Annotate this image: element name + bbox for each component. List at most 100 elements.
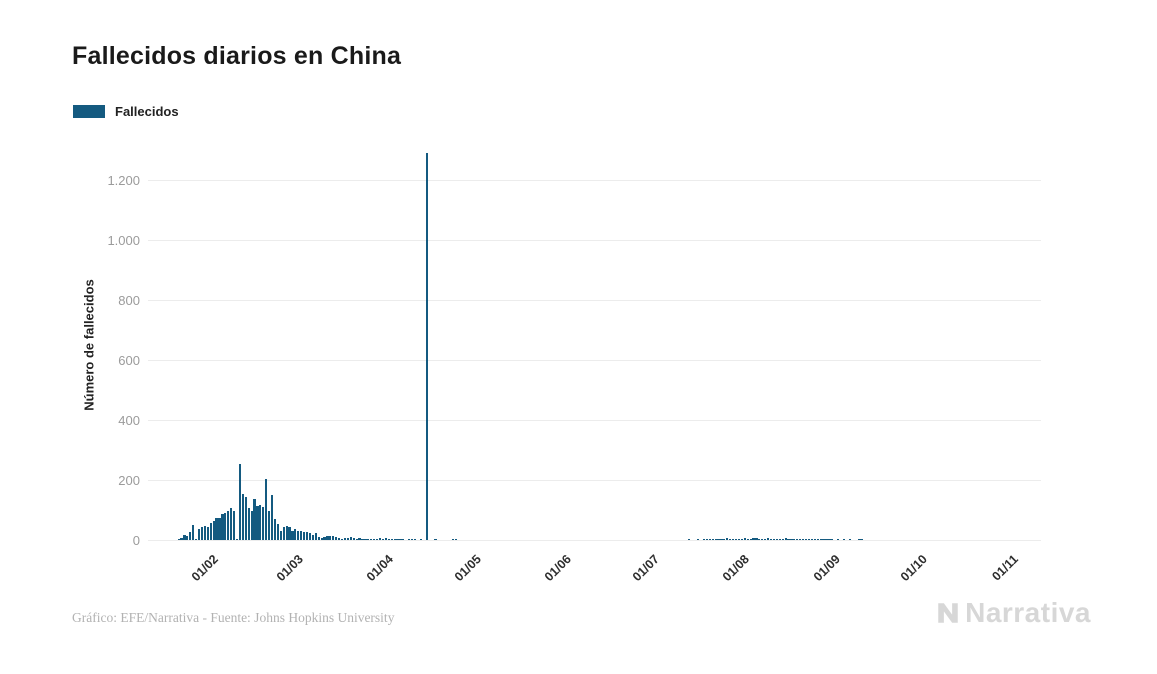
bar[interactable] — [717, 538, 720, 540]
bar[interactable] — [224, 513, 227, 540]
bar[interactable] — [734, 538, 738, 540]
bar[interactable] — [358, 538, 361, 540]
bar[interactable] — [323, 536, 326, 540]
bar[interactable] — [335, 536, 338, 540]
bar[interactable] — [402, 539, 405, 540]
bar[interactable] — [317, 536, 320, 540]
bar[interactable] — [408, 539, 411, 540]
bar[interactable] — [804, 539, 808, 540]
bar[interactable] — [393, 539, 396, 540]
bar[interactable] — [314, 533, 317, 540]
bar[interactable] — [825, 539, 828, 540]
bar[interactable] — [326, 536, 329, 540]
bar[interactable] — [218, 518, 221, 540]
bar[interactable] — [291, 530, 294, 540]
bar[interactable] — [262, 507, 265, 540]
bar[interactable] — [772, 538, 776, 540]
bar[interactable] — [842, 539, 846, 540]
bar[interactable] — [767, 538, 770, 540]
bar[interactable] — [373, 539, 376, 540]
bar[interactable] — [253, 499, 256, 540]
bar[interactable] — [285, 525, 288, 540]
bar[interactable] — [387, 539, 390, 540]
bar[interactable] — [726, 538, 729, 540]
bar[interactable] — [221, 514, 224, 540]
bar[interactable] — [352, 537, 355, 540]
bar[interactable] — [244, 497, 247, 540]
bar[interactable] — [232, 510, 236, 540]
bar[interactable] — [195, 539, 198, 540]
bar[interactable] — [711, 539, 714, 540]
bar[interactable] — [346, 538, 349, 540]
bar[interactable] — [831, 539, 834, 540]
bar[interactable] — [857, 539, 860, 540]
bar[interactable] — [787, 538, 790, 540]
bar[interactable] — [177, 539, 180, 540]
bar[interactable] — [186, 535, 189, 540]
bar[interactable] — [367, 538, 370, 540]
bar[interactable] — [688, 539, 691, 540]
bar[interactable] — [758, 538, 761, 540]
bar[interactable] — [775, 539, 778, 540]
bar[interactable] — [265, 478, 268, 540]
bar[interactable] — [740, 538, 743, 540]
bar[interactable] — [860, 539, 863, 540]
bar[interactable] — [268, 510, 271, 540]
bar[interactable] — [303, 531, 306, 540]
bar[interactable] — [300, 531, 303, 540]
bar[interactable] — [370, 539, 373, 540]
bar[interactable] — [419, 539, 422, 540]
bar[interactable] — [723, 538, 726, 540]
bar[interactable] — [355, 538, 358, 540]
bar[interactable] — [270, 495, 274, 540]
bar[interactable] — [276, 524, 279, 540]
bar[interactable] — [705, 539, 708, 540]
bar[interactable] — [396, 539, 399, 540]
bar[interactable] — [180, 537, 183, 540]
bar[interactable] — [413, 539, 417, 540]
bar[interactable] — [802, 539, 805, 540]
bar[interactable] — [769, 538, 773, 540]
bar[interactable] — [238, 463, 242, 540]
bar[interactable] — [227, 510, 230, 540]
bar[interactable] — [332, 536, 335, 540]
bar[interactable] — [697, 539, 700, 540]
bar[interactable] — [192, 525, 195, 540]
bar[interactable] — [384, 538, 387, 540]
bar[interactable] — [764, 538, 767, 540]
bar[interactable] — [816, 539, 819, 540]
bar[interactable] — [212, 520, 215, 540]
bar[interactable] — [189, 532, 192, 540]
bar[interactable] — [241, 494, 244, 540]
bar[interactable] — [183, 535, 186, 540]
bar[interactable] — [813, 539, 816, 540]
bar[interactable] — [340, 539, 344, 540]
bar[interactable] — [702, 539, 706, 540]
bar[interactable] — [729, 538, 732, 540]
bar[interactable] — [203, 526, 206, 540]
bar[interactable] — [796, 539, 799, 540]
bar[interactable] — [451, 539, 455, 540]
bar[interactable] — [343, 537, 347, 540]
legend[interactable]: Fallecidos — [73, 104, 179, 119]
bar[interactable] — [247, 508, 250, 540]
bar[interactable] — [454, 539, 457, 540]
bar[interactable] — [197, 528, 201, 540]
bar[interactable] — [761, 538, 764, 540]
bar[interactable] — [807, 539, 811, 540]
bar[interactable] — [279, 531, 282, 540]
bar[interactable] — [305, 531, 309, 540]
bar[interactable] — [256, 505, 259, 540]
bar[interactable] — [206, 526, 209, 540]
bar[interactable] — [259, 504, 262, 540]
bar[interactable] — [732, 538, 735, 540]
bar[interactable] — [752, 537, 755, 540]
bar[interactable] — [250, 510, 253, 540]
bar[interactable] — [215, 518, 218, 540]
bar[interactable] — [209, 522, 212, 540]
bar[interactable] — [390, 539, 393, 540]
bar[interactable] — [799, 539, 802, 540]
bar[interactable] — [230, 507, 233, 540]
bar[interactable] — [273, 518, 277, 540]
bar[interactable] — [311, 534, 314, 540]
